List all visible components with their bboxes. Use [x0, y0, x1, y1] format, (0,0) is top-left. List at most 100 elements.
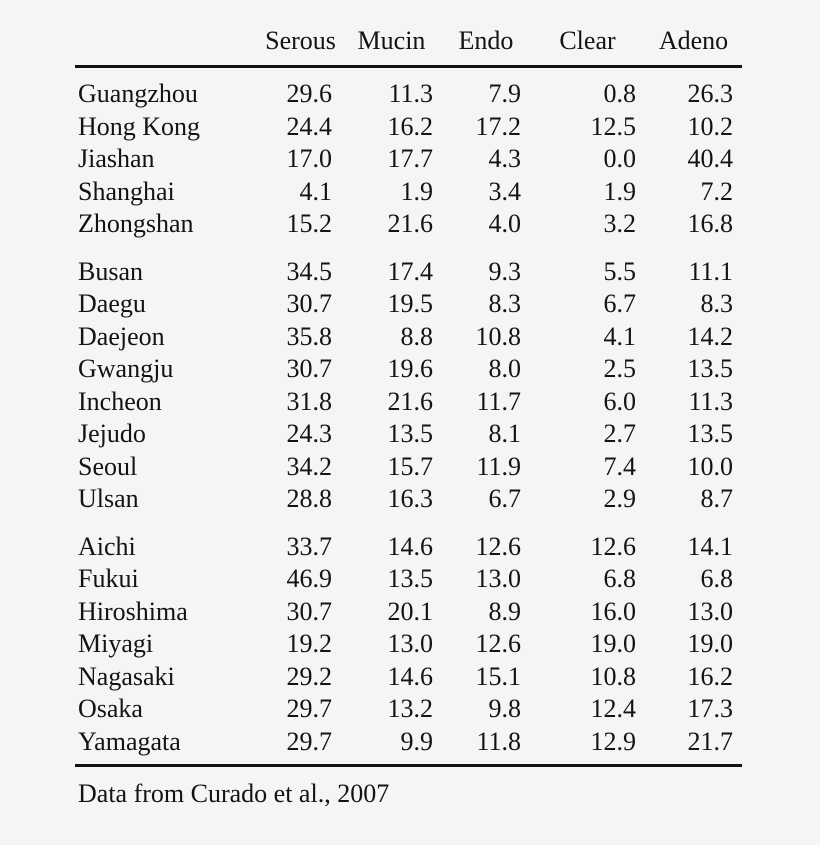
- value-cell: 30.7: [286, 596, 333, 626]
- value-cell: 11.3: [688, 386, 733, 416]
- city-cell: Seoul: [78, 451, 138, 481]
- table-row: Fukui 46.9 13.5 13.0 6.8 6.8: [75, 563, 742, 596]
- value-cell: 11.7: [476, 386, 521, 416]
- value-cell: 24.3: [286, 419, 333, 448]
- city-cell: Daegu: [78, 289, 146, 318]
- value-cell: 46.9: [286, 564, 333, 593]
- table-row: Ulsan 28.8 16.3 6.7 2.9 8.7: [75, 483, 742, 516]
- city-cell: Yamagata: [78, 726, 181, 756]
- table-row: Yamagata 29.7 9.9 11.8 12.9 21.7: [75, 726, 742, 766]
- table-row: Hong Kong 24.4 16.2 17.2 12.5 10.2: [75, 111, 742, 144]
- table-row: Daegu 30.7 19.5 8.3 6.7 8.3: [75, 288, 742, 321]
- value-cell: 19.0: [590, 629, 637, 658]
- value-cell: 7.2: [700, 176, 734, 206]
- value-cell: 8.9: [488, 596, 522, 626]
- value-cell: 4.0: [488, 209, 522, 238]
- value-cell: 15.2: [286, 209, 333, 238]
- city-cell: Miyagi: [78, 629, 154, 658]
- value-cell: 1.9: [603, 176, 637, 206]
- city-cell: Incheon: [78, 386, 162, 416]
- value-cell: 4.1: [603, 321, 637, 351]
- value-cell: 19.6: [387, 354, 434, 383]
- table-row: Daejeon 35.8 8.8 10.8 4.1 14.2: [75, 321, 742, 354]
- value-cell: 19.5: [387, 289, 434, 318]
- value-cell: 34.5: [286, 256, 333, 286]
- table-row: Zhongshan 15.2 21.6 4.0 3.2 16.8: [75, 208, 742, 241]
- value-cell: 35.8: [286, 321, 333, 351]
- value-cell: 8.7: [700, 484, 734, 513]
- value-cell: 31.8: [286, 386, 333, 416]
- value-cell: 7.9: [488, 79, 522, 108]
- value-cell: 34.2: [286, 451, 333, 481]
- value-cell: 14.6: [387, 661, 434, 691]
- data-table-container: Serous Mucin Endo Clear Adeno Guangzhou 2…: [75, 0, 742, 767]
- value-cell: 13.0: [387, 629, 434, 658]
- city-cell: Guangzhou: [78, 79, 198, 108]
- city-cell: Shanghai: [78, 176, 175, 206]
- value-cell: 17.7: [387, 144, 434, 173]
- value-cell: 9.8: [488, 694, 522, 723]
- value-cell: 21.6: [387, 209, 434, 238]
- city-cell: Aichi: [78, 531, 136, 561]
- table-row: Gwangju 30.7 19.6 8.0 2.5 13.5: [75, 353, 742, 386]
- value-cell: 33.7: [286, 531, 333, 561]
- value-cell: 14.6: [387, 531, 434, 561]
- value-cell: 8.3: [488, 289, 522, 318]
- value-cell: 13.5: [687, 419, 734, 448]
- city-cell: Nagasaki: [78, 661, 175, 691]
- table-row: Aichi 33.7 14.6 12.6 12.6 14.1: [75, 516, 742, 564]
- table-row: Nagasaki 29.2 14.6 15.1 10.8 16.2: [75, 661, 742, 694]
- value-cell: 6.8: [603, 564, 637, 593]
- city-cell: Jiashan: [78, 144, 155, 173]
- value-cell: 2.9: [603, 484, 637, 513]
- value-cell: 15.1: [475, 661, 522, 691]
- city-cell: Daejeon: [78, 321, 165, 351]
- value-cell: 9.9: [400, 726, 434, 756]
- city-cell: Jejudo: [78, 419, 146, 448]
- value-cell: 28.8: [286, 484, 333, 513]
- value-cell: 29.6: [286, 79, 333, 108]
- value-cell: 0.8: [603, 79, 637, 108]
- value-cell: 8.0: [488, 354, 522, 383]
- city-cell: Hong Kong: [78, 111, 201, 141]
- column-header-endo: Endo: [442, 0, 530, 68]
- value-cell: 30.7: [286, 289, 333, 318]
- header-corner-cell: [75, 0, 260, 68]
- value-cell: 16.2: [387, 111, 434, 141]
- value-cell: 16.3: [387, 484, 434, 513]
- value-cell: 19.2: [286, 629, 333, 658]
- value-cell: 6.0: [603, 386, 637, 416]
- value-cell: 11.8: [476, 726, 521, 756]
- value-cell: 12.6: [475, 629, 522, 658]
- city-cell: Gwangju: [78, 354, 174, 383]
- value-cell: 8.8: [400, 321, 434, 351]
- value-cell: 13.0: [687, 596, 734, 626]
- value-cell: 29.2: [286, 661, 333, 691]
- histotype-table: Serous Mucin Endo Clear Adeno Guangzhou 2…: [75, 0, 742, 767]
- table-row: Shanghai 4.1 1.9 3.4 1.9 7.2: [75, 176, 742, 209]
- value-cell: 40.4: [687, 144, 734, 173]
- value-cell: 26.3: [687, 79, 734, 108]
- value-cell: 10.8: [475, 321, 522, 351]
- value-cell: 30.7: [286, 354, 333, 383]
- table-row: Guangzhou 29.6 11.3 7.9 0.8 26.3: [75, 67, 742, 111]
- table-row: Seoul 34.2 15.7 11.9 7.4 10.0: [75, 451, 742, 484]
- value-cell: 17.0: [286, 144, 333, 173]
- table-body: Guangzhou 29.6 11.3 7.9 0.8 26.3 Hong Kong 24.4…: [75, 67, 742, 766]
- value-cell: 7.4: [603, 451, 637, 481]
- table-row: Jejudo 24.3 13.5 8.1 2.7 13.5: [75, 418, 742, 451]
- value-cell: 19.0: [687, 629, 734, 658]
- value-cell: 17.2: [475, 111, 522, 141]
- city-cell: Fukui: [78, 564, 139, 593]
- column-header-clear: Clear: [530, 0, 645, 68]
- value-cell: 3.2: [603, 209, 637, 238]
- value-cell: 12.5: [590, 111, 637, 141]
- value-cell: 9.3: [488, 256, 522, 286]
- value-cell: 11.1: [688, 256, 733, 286]
- value-cell: 2.5: [603, 354, 637, 383]
- value-cell: 16.0: [590, 596, 637, 626]
- value-cell: 3.4: [488, 176, 522, 206]
- value-cell: 0.0: [603, 144, 637, 173]
- table-row: Osaka 29.7 13.2 9.8 12.4 17.3: [75, 693, 742, 726]
- value-cell: 29.7: [286, 694, 333, 723]
